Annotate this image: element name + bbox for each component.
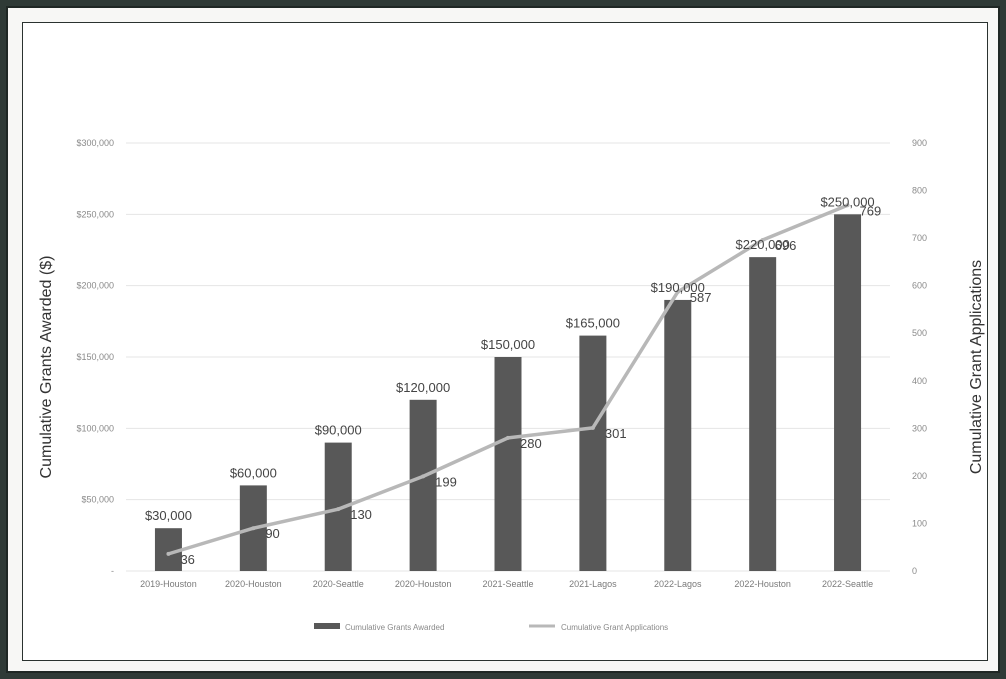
bars <box>154 214 862 572</box>
bar <box>409 399 437 571</box>
outer-frame: $30,000 $60,000 $90,000 $120,000 $150,000 $16… <box>6 6 1000 673</box>
y-tick-label: $200,000 <box>76 281 114 291</box>
y2-tick-label: 100 <box>912 518 927 528</box>
bar-value-label: $250,000 <box>820 194 874 209</box>
bar-value-label: $190,000 <box>651 280 705 295</box>
y2-axis-title: Cumulative Grant Applications <box>968 260 985 474</box>
line-point <box>336 507 341 512</box>
y2-tick-label: 0 <box>912 566 917 576</box>
y-tick-label: $100,000 <box>76 423 114 433</box>
x-tick-label: 2021-Seattle <box>482 579 533 589</box>
x-tick-label: 2020-Seattle <box>313 579 364 589</box>
legend-bar-swatch <box>314 623 340 629</box>
line-value-label: 36 <box>180 552 194 567</box>
bar-value-label: $150,000 <box>481 337 535 352</box>
line-value-label: 280 <box>520 436 542 451</box>
line-value-label: 90 <box>265 526 279 541</box>
y2-tick-label: 500 <box>912 328 927 338</box>
y2-tick-label: 300 <box>912 423 927 433</box>
line-value-label: 199 <box>435 474 457 489</box>
y2-tick-label: 400 <box>912 376 927 386</box>
x-tick-label: 2022-Lagos <box>654 579 702 589</box>
line-point <box>421 474 426 479</box>
bar-value-label: $90,000 <box>315 423 362 438</box>
y2-tick-label: 600 <box>912 281 927 291</box>
x-tick-label: 2019-Houston <box>140 579 197 589</box>
line-value-label: 769 <box>860 203 882 218</box>
legend-bar-label: Cumulative Grants Awarded <box>345 623 444 632</box>
bar <box>749 257 777 571</box>
chart-panel: $30,000 $60,000 $90,000 $120,000 $150,000 $16… <box>22 22 988 661</box>
line-point <box>251 526 256 531</box>
line-point <box>760 238 765 243</box>
combo-chart: $30,000 $60,000 $90,000 $120,000 $150,000 $16… <box>38 138 985 632</box>
line-value-label: 696 <box>775 238 797 253</box>
line-value-label: 301 <box>605 426 627 441</box>
line-series <box>166 203 850 556</box>
bar <box>664 299 692 571</box>
line-point <box>845 203 850 208</box>
data-labels: $30,000 $60,000 $90,000 $120,000 $150,000 $16… <box>145 194 881 567</box>
y-tick-label: $50,000 <box>81 495 114 505</box>
axis-ticks: - $50,000 $100,000 $150,000 $200,000 $250,000… <box>76 138 927 589</box>
bar <box>494 357 522 571</box>
y2-tick-label: 200 <box>912 471 927 481</box>
x-tick-label: 2022-Houston <box>734 579 791 589</box>
x-tick-label: 2020-Houston <box>395 579 452 589</box>
y-tick-label: $250,000 <box>76 209 114 219</box>
y2-tick-label: 700 <box>912 233 927 243</box>
x-tick-label: 2020-Houston <box>225 579 282 589</box>
bar-value-label: $120,000 <box>396 380 450 395</box>
bar <box>579 335 607 571</box>
y-tick-label: $150,000 <box>76 352 114 362</box>
x-tick-label: 2022-Seattle <box>822 579 873 589</box>
bar-value-label: $220,000 <box>736 237 790 252</box>
line-point <box>506 435 510 440</box>
bar-value-label: $60,000 <box>230 465 277 480</box>
line-value-label: 587 <box>690 290 712 305</box>
bar-value-label: $165,000 <box>566 316 620 331</box>
y-tick-label: - <box>111 566 114 576</box>
line-point <box>166 551 171 556</box>
line-point <box>590 425 595 430</box>
y-tick-label: $300,000 <box>76 138 114 148</box>
line-point <box>675 289 680 294</box>
bar <box>834 214 862 572</box>
y2-tick-label: 900 <box>912 138 927 148</box>
legend-line-label: Cumulative Grant Applications <box>561 623 668 632</box>
y2-tick-label: 800 <box>912 186 927 196</box>
line-value-label: 130 <box>350 507 372 522</box>
y-axis-title: Cumulative Grants Awarded ($) <box>38 256 55 479</box>
legend: Cumulative Grants Awarded Cumulative Gra… <box>314 623 668 632</box>
x-tick-label: 2021-Lagos <box>569 579 617 589</box>
bar-value-label: $30,000 <box>145 508 192 523</box>
